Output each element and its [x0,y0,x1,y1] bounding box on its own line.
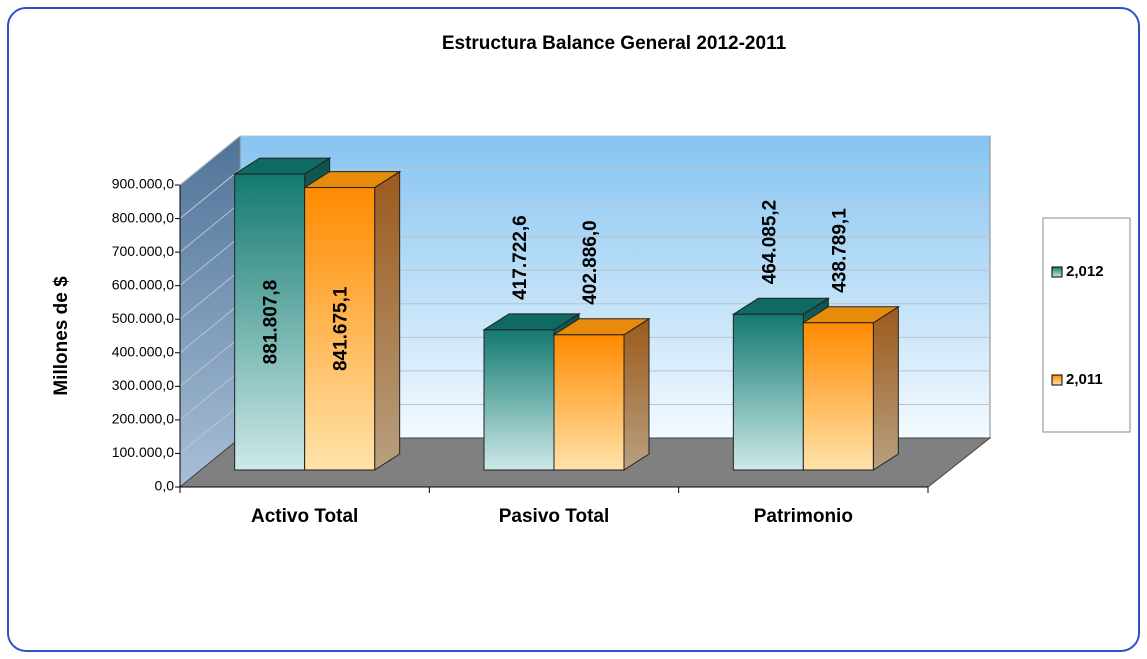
data-label: 841.675,1 [331,286,352,371]
legend [1042,217,1131,433]
y-tick-label: 300.000,0 [112,377,174,393]
x-tick-label: Pasivo Total [499,506,610,527]
y-tick-label: 500.000,0 [112,310,174,326]
data-label: 464.085,2 [759,200,780,285]
grid-line [179,135,990,186]
bar [802,322,874,471]
legend-label: 2,012 [1066,263,1104,280]
x-tick-label: Activo Total [251,506,358,527]
y-tick-label: 600.000,0 [112,276,174,292]
bar-side [374,170,401,471]
y-tick-label: 0,0 [155,478,175,494]
data-label: 402.886,0 [580,220,601,305]
bar [732,313,804,471]
legend-label: 2,011 [1066,371,1103,388]
bar [304,187,376,471]
data-label: 438.789,1 [829,208,850,293]
bar [483,329,555,471]
legend-swatch [1051,374,1063,386]
data-label: 881.807,8 [261,280,282,365]
y-tick-label: 900.000,0 [112,176,174,192]
y-tick-label: 700.000,0 [112,243,174,259]
bar-side [623,317,650,471]
chart-title: Estructura Balance General 2012-2011 [442,33,787,54]
bar [553,334,625,471]
data-label: 417.722,6 [510,215,531,300]
bar-side [872,305,899,471]
legend-swatch [1051,266,1063,278]
y-tick-label: 200.000,0 [112,411,174,427]
y-tick-label: 100.000,0 [112,444,174,460]
grid-line [179,169,990,219]
x-tick-label: Patrimonio [754,506,853,527]
y-tick-label: 400.000,0 [112,343,174,359]
y-tick-label: 800.000,0 [112,209,174,225]
y-axis-label: Millones de $ [51,276,72,396]
